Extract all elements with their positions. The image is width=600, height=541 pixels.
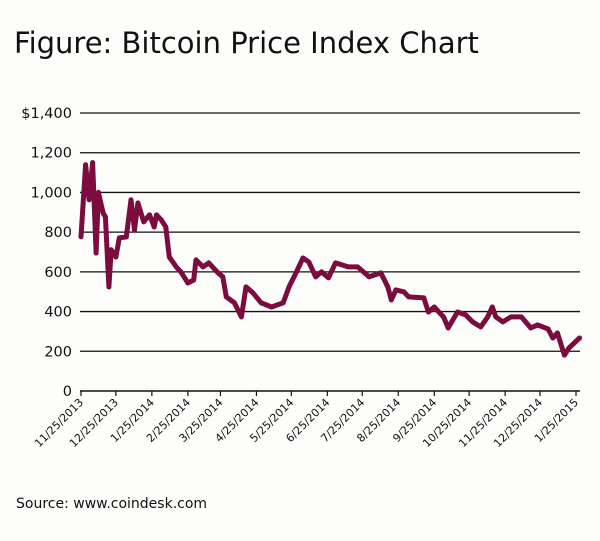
price-point — [441, 314, 446, 320]
price-point — [135, 200, 141, 206]
price-point — [286, 284, 292, 290]
price-line — [78, 160, 582, 358]
y-tick-label: 200 — [44, 344, 72, 360]
price-point — [173, 264, 179, 270]
price-point — [345, 264, 351, 270]
price-point — [191, 277, 197, 283]
price-point — [103, 214, 108, 220]
price-point — [431, 304, 437, 310]
price-point — [269, 304, 274, 310]
price-point — [378, 270, 384, 276]
price-point — [86, 197, 92, 203]
price-point — [355, 264, 360, 270]
price-point — [550, 335, 556, 341]
price-point — [401, 289, 407, 295]
price-point — [577, 335, 582, 341]
price-point — [258, 300, 264, 306]
price-point — [470, 319, 475, 325]
price-point — [220, 274, 226, 280]
price-point — [478, 324, 484, 330]
price-point — [426, 309, 431, 315]
price-point — [508, 314, 514, 320]
y-tick-label: 1,000 — [30, 185, 72, 201]
price-point — [90, 160, 96, 166]
price-point — [566, 345, 572, 351]
price-point — [206, 260, 212, 266]
price-point — [393, 287, 399, 293]
y-tick-label: 600 — [44, 265, 72, 281]
price-point — [280, 300, 286, 306]
price-point — [123, 234, 129, 240]
price-point — [518, 314, 524, 320]
price-point — [132, 227, 137, 233]
price-point — [250, 290, 256, 296]
price-point — [313, 274, 319, 280]
price-point — [231, 300, 237, 306]
price-point — [128, 197, 134, 203]
price-point — [154, 212, 159, 218]
price-point — [555, 330, 560, 336]
price-point — [147, 212, 152, 218]
price-point — [489, 304, 495, 310]
price-point — [163, 224, 169, 230]
price-point — [385, 284, 391, 290]
price-point — [151, 224, 157, 230]
price-point — [528, 325, 534, 331]
price-point — [455, 309, 460, 315]
price-point — [100, 210, 106, 216]
y-tick-label: $1,400 — [21, 106, 72, 122]
chart-title: Figure: Bitcoin Price Index Chart — [14, 26, 479, 60]
price-point — [141, 219, 147, 225]
price-point — [319, 269, 324, 275]
price-point — [493, 314, 499, 320]
price-point — [545, 326, 551, 332]
price-point — [158, 217, 164, 223]
price-point — [185, 280, 191, 286]
price-point — [306, 259, 312, 265]
y-tick-label: 0 — [63, 384, 72, 400]
price-point — [243, 284, 249, 290]
price-point — [166, 254, 172, 260]
price-point — [500, 319, 506, 325]
price-point — [83, 162, 89, 168]
price-point — [366, 274, 372, 280]
price-point — [238, 314, 244, 320]
price-point — [108, 247, 114, 253]
price-point — [193, 257, 199, 263]
price-point — [178, 269, 184, 275]
price-point — [93, 250, 99, 256]
y-tick-label: 1,200 — [30, 146, 72, 162]
price-point — [293, 270, 299, 276]
price-point — [406, 294, 412, 300]
price-point — [333, 260, 338, 266]
price-point — [96, 190, 101, 195]
price-point — [421, 295, 427, 301]
price-point — [113, 254, 119, 260]
price-point — [200, 264, 206, 270]
price-point — [445, 325, 451, 331]
price-point — [215, 270, 221, 276]
price-point — [463, 312, 469, 318]
y-tick-label: 800 — [44, 225, 72, 241]
price-point — [561, 352, 567, 358]
source-note: Source: www.coindesk.com — [16, 496, 208, 512]
price-point — [106, 284, 112, 290]
price-point — [300, 255, 306, 261]
price-point — [485, 314, 491, 320]
price-point — [78, 234, 84, 240]
y-tick-label: 400 — [44, 305, 72, 321]
price-point — [388, 297, 394, 303]
price-point — [535, 322, 541, 328]
price-point — [326, 275, 331, 281]
price-point — [223, 294, 229, 300]
price-point — [116, 235, 122, 241]
